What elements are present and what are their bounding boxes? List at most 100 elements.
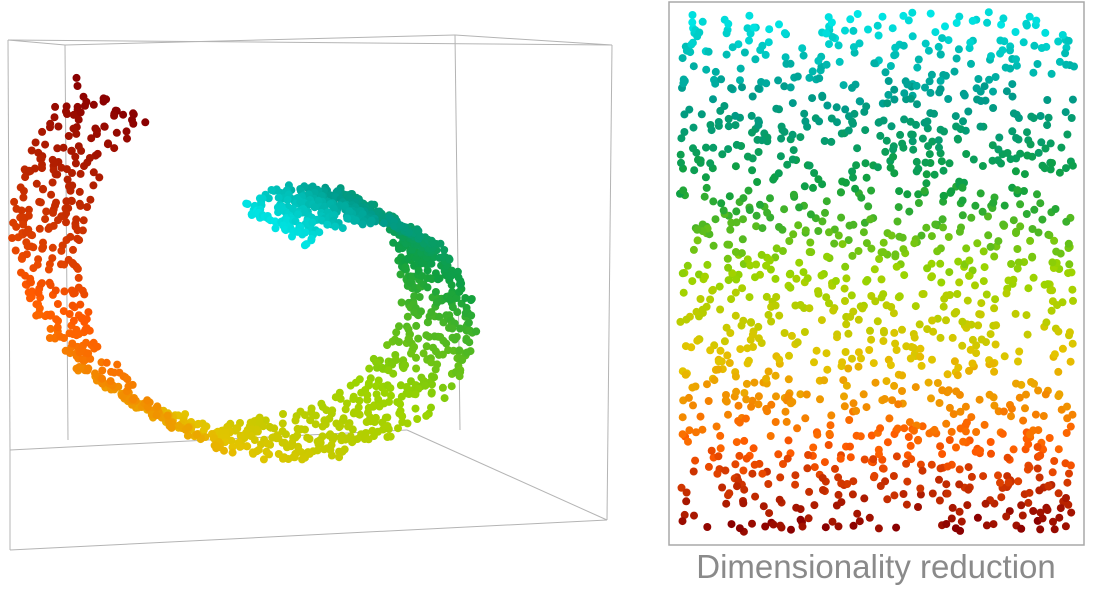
roll-point xyxy=(379,219,388,228)
swiss-roll-scatter xyxy=(8,73,481,464)
embedding-point xyxy=(898,371,907,380)
embedding-point xyxy=(861,126,870,135)
embedding-point xyxy=(1000,352,1009,361)
embedding-point xyxy=(823,365,832,374)
embedding-point xyxy=(991,295,1000,304)
embedding-point xyxy=(772,392,780,401)
roll-point xyxy=(442,339,451,348)
embedding-point xyxy=(810,463,819,472)
embedding-point xyxy=(820,376,829,385)
embedding-point xyxy=(991,340,1000,349)
embedding-point xyxy=(688,383,697,392)
embedding-point xyxy=(695,28,704,37)
embedding-point xyxy=(922,223,931,232)
embedding-point xyxy=(785,351,793,360)
embedding-point xyxy=(923,264,932,273)
embedding-point xyxy=(936,50,945,59)
roll-point xyxy=(63,175,72,184)
embedding-point xyxy=(876,424,885,433)
embedding-point xyxy=(783,160,792,169)
embedding-point xyxy=(677,483,686,492)
embedding-point xyxy=(982,290,991,299)
embedding-point xyxy=(899,490,908,498)
roll-point xyxy=(77,146,86,155)
roll-point xyxy=(267,186,276,194)
roll-point xyxy=(50,159,59,168)
embedding-point xyxy=(849,43,858,52)
embedding-point xyxy=(935,143,943,152)
embedding-point xyxy=(775,495,784,504)
roll-point xyxy=(119,110,128,119)
embedding-point xyxy=(701,173,710,182)
embedding-point xyxy=(866,326,874,335)
embedding-point xyxy=(1038,215,1047,224)
roll-point xyxy=(68,301,77,310)
embedding-point xyxy=(780,29,789,38)
roll-point xyxy=(438,383,447,392)
roll-point xyxy=(428,380,436,389)
embedding-point xyxy=(1014,114,1023,122)
embedding-point xyxy=(997,493,1006,502)
embedding-point xyxy=(1019,38,1028,47)
embedding-point xyxy=(736,345,745,354)
roll-point xyxy=(279,454,287,463)
embedding-point xyxy=(815,117,824,126)
embedding-point xyxy=(1000,201,1009,210)
embedding-point xyxy=(1065,328,1074,337)
roll-point xyxy=(396,221,405,230)
embedding-point xyxy=(814,175,823,184)
roll-point xyxy=(37,279,46,288)
embedding-point xyxy=(870,59,879,68)
roll-point xyxy=(367,216,376,225)
embedding-point xyxy=(763,208,772,217)
roll-point xyxy=(29,243,38,252)
roll-point xyxy=(67,196,76,205)
embedding-point xyxy=(979,472,988,481)
embedding-point xyxy=(746,261,755,270)
roll-point xyxy=(49,208,57,217)
roll-point xyxy=(417,307,425,316)
roll-point xyxy=(294,210,302,219)
embedding-point xyxy=(771,418,780,426)
embedding-point xyxy=(968,359,977,368)
embedding-point xyxy=(812,346,821,355)
embedding-point xyxy=(818,474,827,482)
roll-point xyxy=(404,254,413,263)
roll-point xyxy=(68,181,77,190)
embedding-point xyxy=(684,437,692,446)
embedding-point xyxy=(956,526,965,535)
roll-point xyxy=(89,168,98,177)
embedding-point xyxy=(1035,486,1044,495)
roll-point xyxy=(341,405,350,414)
embedding-point xyxy=(743,359,752,368)
embedding-point xyxy=(914,503,922,511)
embedding-point xyxy=(1034,148,1043,157)
roll-point xyxy=(264,194,273,203)
embedding-point xyxy=(994,156,1002,165)
roll-point xyxy=(31,164,39,173)
embedding-point xyxy=(778,247,787,255)
embedding-point xyxy=(936,333,945,342)
roll-point xyxy=(184,423,193,432)
embedding-point xyxy=(1008,92,1017,101)
embedding-point xyxy=(748,330,757,339)
embedding-point xyxy=(889,309,898,318)
embedding-point xyxy=(775,311,784,320)
embedding-point xyxy=(804,451,813,459)
roll-point xyxy=(446,295,455,304)
embedding-point xyxy=(1033,443,1042,451)
embedding-point xyxy=(1058,31,1067,39)
embedding-point xyxy=(862,239,871,248)
embedding-point xyxy=(785,270,794,279)
roll-point xyxy=(48,243,57,252)
embedding-point xyxy=(717,199,726,208)
embedding-point xyxy=(949,410,958,419)
embedding-point xyxy=(796,390,805,399)
embedding-point xyxy=(1009,275,1018,284)
embedding-point xyxy=(896,130,905,139)
embedding-point xyxy=(689,467,698,476)
embedding-point xyxy=(1054,489,1063,498)
roll-point xyxy=(448,324,457,333)
embedding-point xyxy=(738,284,747,293)
roll-point xyxy=(227,436,236,445)
